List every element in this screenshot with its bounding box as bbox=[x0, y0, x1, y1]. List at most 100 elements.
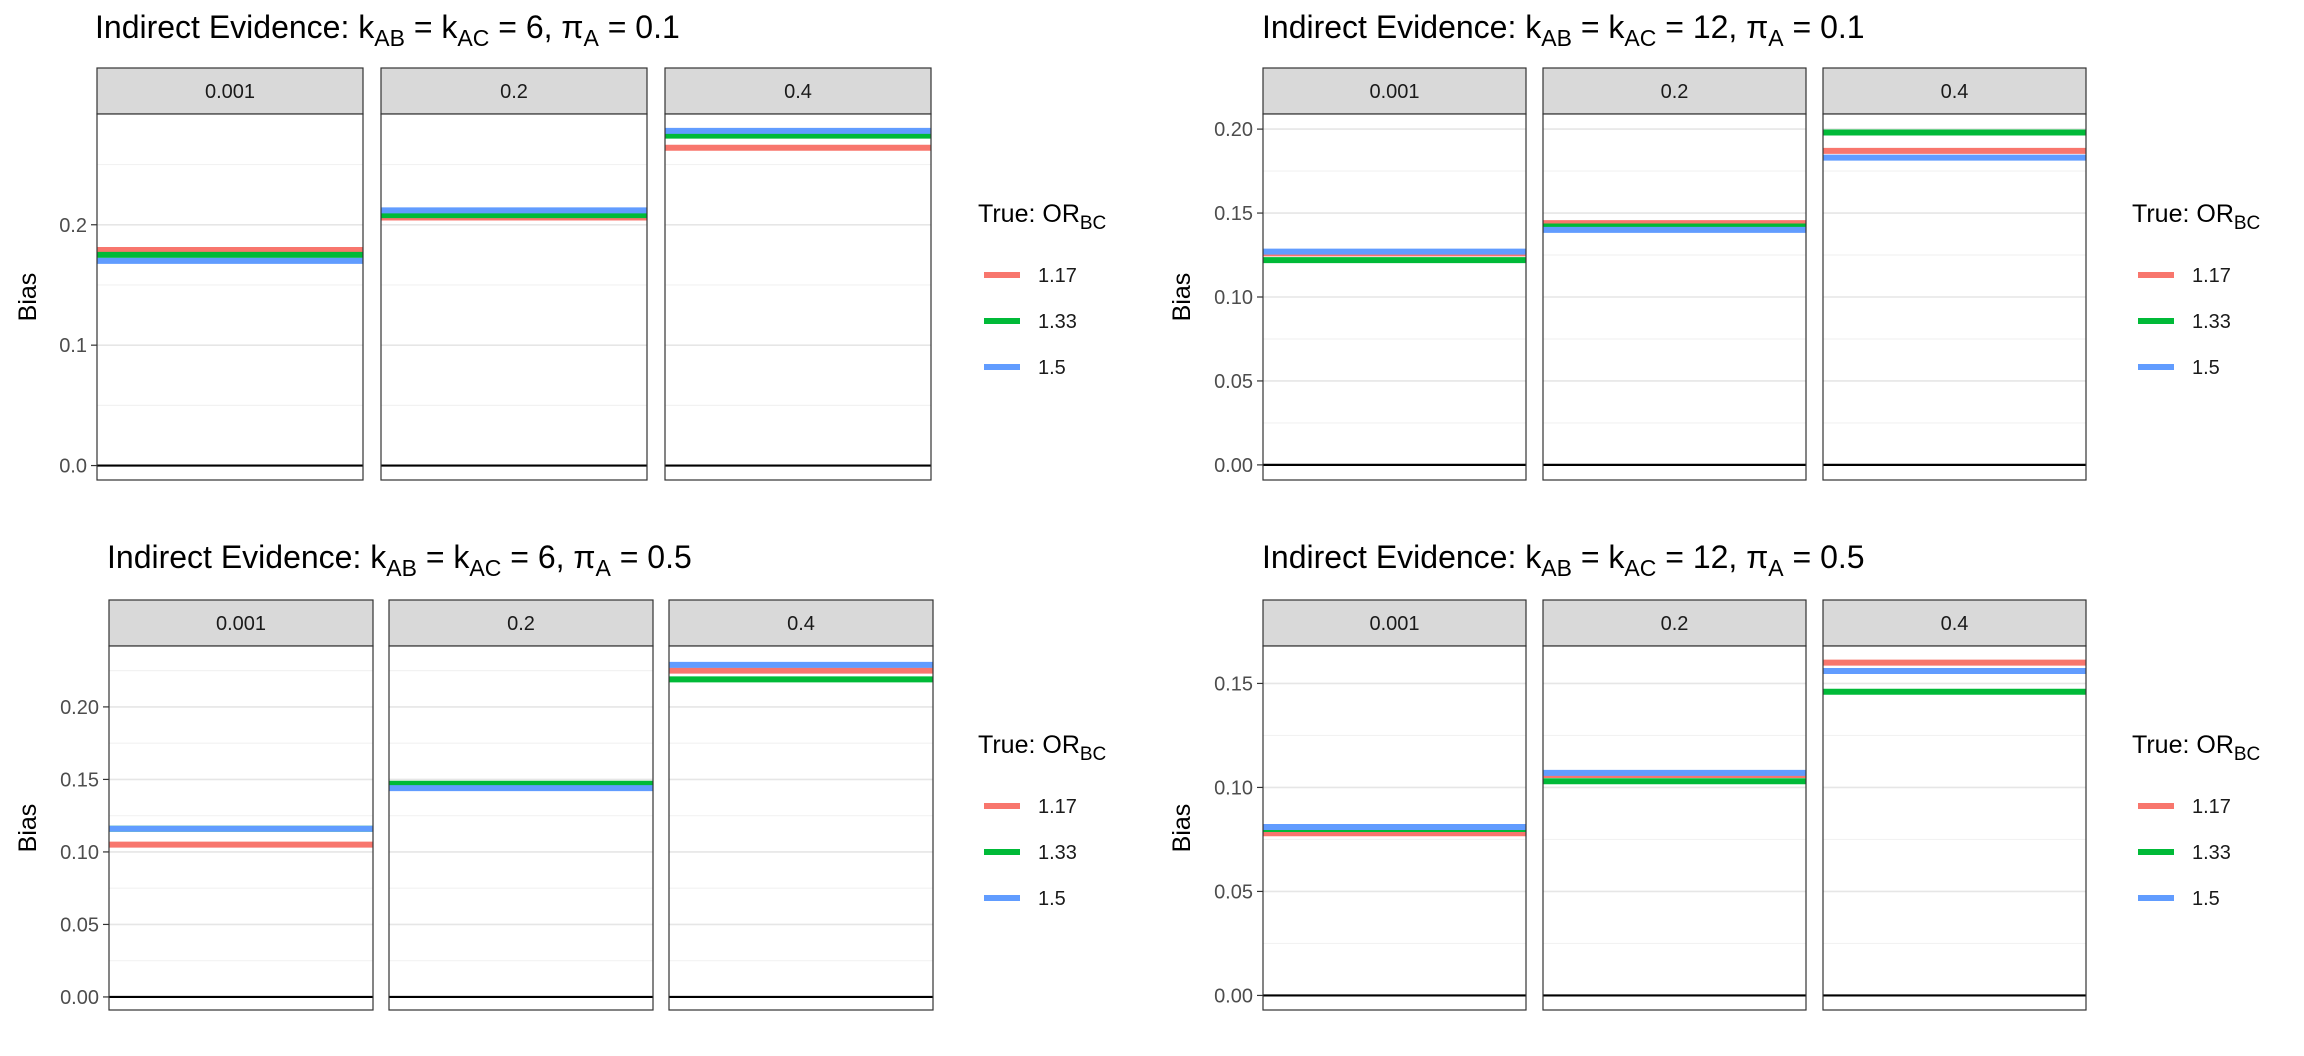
y-tick-label: 0.00 bbox=[1214, 455, 1253, 477]
facet-strip-label: 0.4 bbox=[784, 81, 812, 103]
panel-border bbox=[668, 645, 934, 1011]
y-tick-label: 0.2 bbox=[59, 215, 87, 237]
y-tick-label: 0.20 bbox=[1214, 119, 1253, 141]
facet-strip bbox=[1262, 67, 1527, 115]
legend-label: 1.17 bbox=[1038, 265, 1077, 287]
chart-title: Indirect Evidence: kAB = kAC = 12, πA = … bbox=[1262, 539, 1865, 581]
facet-3: 0.4 bbox=[1822, 599, 2087, 1011]
legend-label: 1.33 bbox=[2192, 842, 2231, 864]
facet-1: 0.001 bbox=[96, 67, 364, 481]
facet-strip-label: 0.001 bbox=[205, 81, 255, 103]
panel-background bbox=[1823, 646, 2086, 1010]
panel-background bbox=[389, 646, 653, 1010]
legend-label: 1.33 bbox=[2192, 311, 2231, 333]
facet-3: 0.4 bbox=[1822, 67, 2087, 481]
y-tick-label: 0.15 bbox=[1214, 203, 1253, 225]
facet-1: 0.001 bbox=[108, 599, 374, 1011]
y-tick-label: 0.05 bbox=[1214, 881, 1253, 903]
legend: True: ORBC 1.17 1.33 1.5 bbox=[2132, 200, 2260, 379]
legend: True: ORBC 1.17 1.33 1.5 bbox=[978, 731, 1106, 910]
panel-border bbox=[108, 645, 374, 1011]
facet-strip bbox=[388, 599, 654, 647]
legend-label: 1.17 bbox=[2192, 796, 2231, 818]
facet-2: 0.2 bbox=[380, 67, 648, 481]
y-tick-label: 0.15 bbox=[1214, 673, 1253, 695]
y-tick-label: 0.10 bbox=[1214, 777, 1253, 799]
y-axis-label: Bias bbox=[14, 273, 42, 322]
legend-title: True: ORBC bbox=[2132, 200, 2260, 234]
facet-strip-label: 0.2 bbox=[500, 81, 528, 103]
facet-strip bbox=[1542, 67, 1807, 115]
y-axis-label: Bias bbox=[1168, 273, 1196, 322]
y-tick-label: 0.20 bbox=[60, 697, 99, 719]
panel-border bbox=[1542, 645, 1807, 1011]
panel-border bbox=[1262, 645, 1527, 1011]
legend-label: 1.5 bbox=[2192, 357, 2220, 379]
facet-strip-label: 0.001 bbox=[216, 613, 266, 635]
facet-strip-label: 0.001 bbox=[1369, 613, 1419, 635]
facet-strip bbox=[1542, 599, 1807, 647]
facet-strip-label: 0.2 bbox=[1661, 81, 1689, 103]
legend-title: True: ORBC bbox=[978, 731, 1106, 765]
legend-label: 1.5 bbox=[1038, 357, 1066, 379]
facet-strip bbox=[1262, 599, 1527, 647]
legend: True: ORBC 1.17 1.33 1.5 bbox=[2132, 731, 2260, 910]
chart-title: Indirect Evidence: kAB = kAC = 6, πA = 0… bbox=[95, 9, 680, 51]
panel-border bbox=[1262, 113, 1527, 481]
y-tick-label: 0.10 bbox=[60, 842, 99, 864]
y-tick-label: 0.1 bbox=[59, 335, 87, 357]
facet-1: 0.001 bbox=[1262, 599, 1527, 1011]
legend-label: 1.17 bbox=[1038, 796, 1077, 818]
facet-1: 0.001 bbox=[1262, 67, 1527, 481]
y-tick-label: 0.10 bbox=[1214, 287, 1253, 309]
legend-label: 1.17 bbox=[2192, 265, 2231, 287]
panel-border bbox=[1542, 113, 1807, 481]
y-axis-label: Bias bbox=[1168, 804, 1196, 853]
facet-strip bbox=[108, 599, 374, 647]
chart-title: Indirect Evidence: kAB = kAC = 12, πA = … bbox=[1262, 9, 1865, 51]
legend: True: ORBC 1.17 1.33 1.5 bbox=[978, 200, 1106, 379]
facet-2: 0.2 bbox=[1542, 67, 1807, 481]
panel-border bbox=[388, 645, 654, 1011]
panel-background bbox=[1543, 646, 1806, 1010]
facet-strip-label: 0.001 bbox=[1369, 81, 1419, 103]
panel-border bbox=[664, 113, 932, 481]
panel-background bbox=[665, 114, 931, 480]
chart-title: Indirect Evidence: kAB = kAC = 6, πA = 0… bbox=[107, 539, 692, 581]
y-tick-label: 0.15 bbox=[60, 769, 99, 791]
facet-3: 0.4 bbox=[668, 599, 934, 1011]
chart-panel-3: Indirect Evidence: kAB = kAC = 6, πA = 0… bbox=[14, 539, 1106, 1011]
facet-2: 0.2 bbox=[1542, 599, 1807, 1011]
y-tick-label: 0.05 bbox=[1214, 371, 1253, 393]
panel-background bbox=[669, 646, 933, 1010]
chart-panel-2: Indirect Evidence: kAB = kAC = 12, πA = … bbox=[1168, 9, 2260, 481]
chart-panel-1: Indirect Evidence: kAB = kAC = 6, πA = 0… bbox=[14, 9, 1106, 481]
panel-background bbox=[381, 114, 647, 480]
legend-label: 1.5 bbox=[1038, 888, 1066, 910]
panel-border bbox=[1822, 113, 2087, 481]
legend-label: 1.5 bbox=[2192, 888, 2220, 910]
facet-strip bbox=[1822, 599, 2087, 647]
legend-title: True: ORBC bbox=[978, 200, 1106, 234]
facet-2: 0.2 bbox=[388, 599, 654, 1011]
legend-title: True: ORBC bbox=[2132, 731, 2260, 765]
facet-strip-label: 0.2 bbox=[1661, 613, 1689, 635]
y-tick-label: 0.05 bbox=[60, 914, 99, 936]
facet-strip-label: 0.4 bbox=[1941, 613, 1969, 635]
facet-strip-label: 0.2 bbox=[507, 613, 535, 635]
facet-strip bbox=[96, 67, 364, 115]
legend-label: 1.33 bbox=[1038, 842, 1077, 864]
chart-panel-4: Indirect Evidence: kAB = kAC = 12, πA = … bbox=[1168, 539, 2260, 1011]
y-tick-label: 0.00 bbox=[1214, 985, 1253, 1007]
facet-strip-label: 0.4 bbox=[1941, 81, 1969, 103]
panel-border bbox=[1822, 645, 2087, 1011]
facet-strip bbox=[664, 67, 932, 115]
y-axis-label: Bias bbox=[14, 804, 42, 853]
facet-3: 0.4 bbox=[664, 67, 932, 481]
panel-border bbox=[380, 113, 648, 481]
panel-border bbox=[96, 113, 364, 481]
y-tick-label: 0.00 bbox=[60, 987, 99, 1009]
panel-background bbox=[97, 114, 363, 480]
facet-strip-label: 0.4 bbox=[787, 613, 815, 635]
